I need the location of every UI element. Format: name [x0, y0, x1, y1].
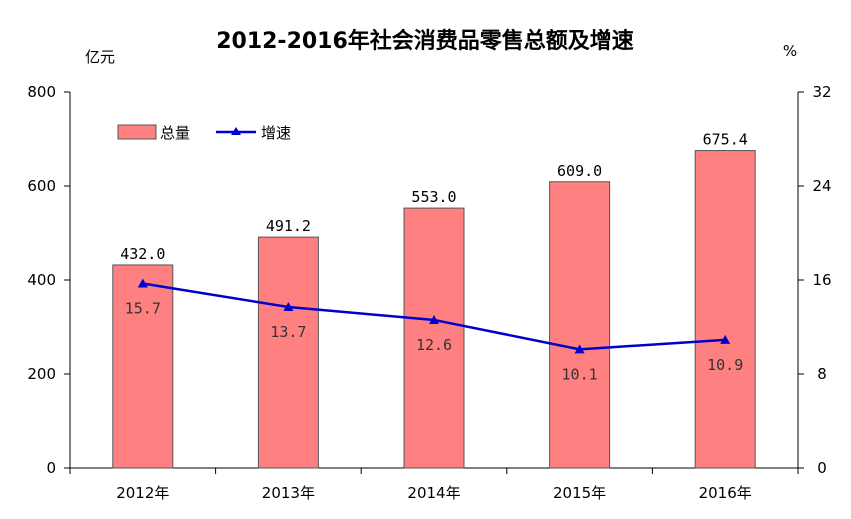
right-tick-label: 16: [812, 271, 831, 289]
bar: [112, 264, 174, 469]
right-axis-unit: %: [783, 42, 797, 60]
chart-title: 2012-2016年社会消费品零售总额及增速: [216, 28, 634, 54]
legend-bar-label: 总量: [160, 124, 190, 142]
bar-data-label: 553.0: [411, 188, 456, 206]
left-axis-unit: 亿元: [85, 48, 115, 66]
x-tick-label: 2012年: [116, 484, 169, 502]
bar: [257, 236, 319, 469]
bar-data-label: 609.0: [557, 162, 602, 180]
legend-line-marker: [231, 127, 241, 135]
x-tick-label: 2016年: [699, 484, 752, 502]
right-tick-label: 32: [812, 83, 831, 101]
x-tick-label: 2015年: [553, 484, 606, 502]
bar-data-label: 491.2: [266, 217, 311, 235]
legend-line-label: 增速: [261, 124, 291, 142]
x-tick-label: 2014年: [407, 484, 460, 502]
right-tick-label: 8: [817, 365, 827, 383]
growth-rate-label: 10.9: [707, 356, 743, 374]
bar: [403, 207, 465, 469]
left-tick-label: 200: [27, 365, 56, 383]
right-tick-label: 24: [812, 177, 831, 195]
growth-rate-marker: [283, 302, 294, 312]
growth-rate-label: 12.6: [416, 336, 452, 354]
left-tick-label: 800: [27, 83, 56, 101]
growth-rate-marker: [720, 334, 731, 344]
growth-rate-marker: [429, 314, 439, 324]
left-tick-label: 0: [46, 459, 56, 477]
growth-rate-label: 15.7: [125, 300, 161, 318]
growth-rate-marker: [137, 278, 148, 288]
legend-bar-swatch: [117, 124, 157, 140]
left-tick-label: 400: [27, 271, 56, 289]
legend: 总量 增速: [117, 124, 291, 142]
growth-rate-label: 10.1: [562, 365, 598, 383]
plot-area: 0 200 400 600 800 0 8 16 24 32 2012年 2013年 2014年 2015…: [27, 83, 831, 502]
right-tick-label: 0: [817, 459, 827, 477]
bar: [694, 150, 756, 469]
growth-rate-marker: [574, 344, 585, 354]
bar-data-label: 675.4: [703, 131, 748, 149]
left-tick-label: 600: [27, 177, 56, 195]
x-tick-label: 2013年: [262, 484, 315, 502]
bar-data-label: 432.0: [120, 245, 165, 263]
bar: [549, 181, 611, 469]
growth-rate-label: 13.7: [270, 323, 306, 341]
